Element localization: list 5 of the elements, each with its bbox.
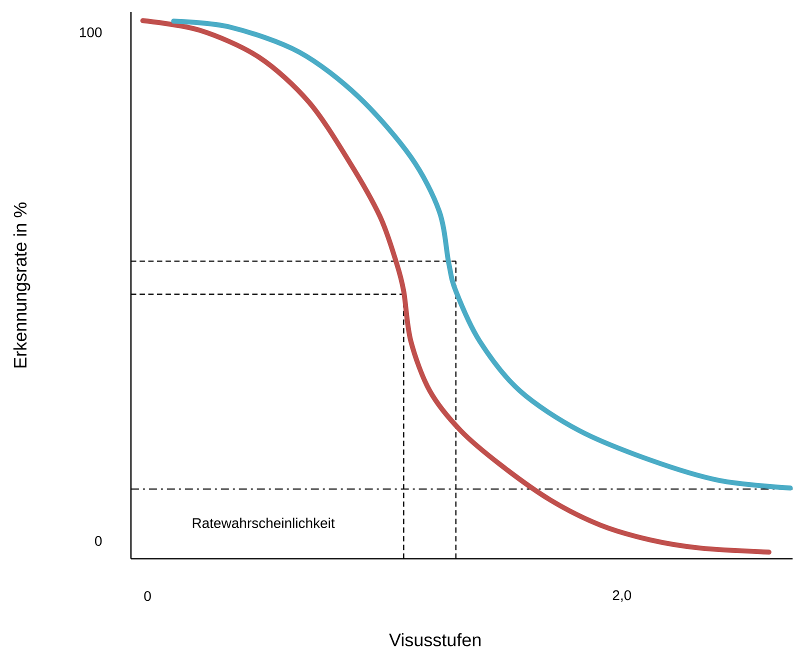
x-tick-label: 2,0 <box>612 590 632 602</box>
ref-line-label: Ratewahrscheinlichkeit <box>192 518 335 528</box>
y-tick-label: 100 <box>80 28 102 38</box>
x-axis-title: Visusstufen <box>389 633 481 646</box>
y-axis-title: Erkennungsrate in % <box>13 202 30 368</box>
